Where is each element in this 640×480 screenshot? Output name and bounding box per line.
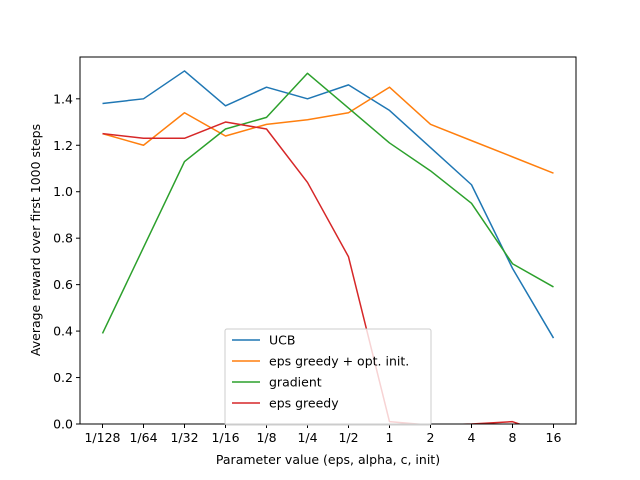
x-tick-label: 16: [546, 430, 562, 445]
y-tick-label: 0.2: [53, 370, 73, 385]
y-axis-label: Average reward over first 1000 steps: [28, 124, 43, 356]
legend-entry-label: eps greedy + opt. init.: [269, 354, 409, 369]
y-tick-label: 1.2: [53, 138, 73, 153]
series-line-gradient: [101, 72, 554, 334]
x-tick-label: 1: [386, 430, 394, 445]
x-tick-label: 4: [468, 430, 476, 445]
y-tick-label: 0.4: [53, 324, 73, 339]
x-tick-label: 2: [427, 430, 435, 445]
y-tick-label: 0.8: [53, 231, 73, 246]
y-tick-label: 0.6: [53, 277, 73, 292]
legend-entry-label: UCB: [269, 333, 295, 348]
series-layer: [101, 70, 555, 424]
legend-entry-label: eps greedy: [269, 396, 339, 411]
series-line-ucb: [102, 70, 555, 339]
x-axis: 1/128 1/64 1/32 1/16 1/8 1/4 1/2 1 2 4 8 16: [84, 424, 561, 445]
legend-entry-label: gradient: [269, 375, 322, 390]
x-tick-label: 1/16: [211, 430, 239, 445]
legend-box: [224, 328, 432, 426]
x-tick-label: 1/32: [170, 430, 198, 445]
x-tick-label: 1/64: [129, 430, 157, 445]
y-tick-label: 0.0: [53, 417, 73, 432]
x-tick-label: 1/128: [84, 430, 120, 445]
series-line-eps-greedy-opt-init-: [102, 86, 554, 174]
x-axis-label: Parameter value (eps, alpha, c, init): [216, 452, 440, 467]
y-axis: 0.0 0.2 0.4 0.6 0.8 1.0 1.2 1.4: [53, 91, 80, 432]
legend: UCB eps greedy + opt. init. gradient eps gr…: [224, 328, 432, 426]
y-tick-label: 1.4: [53, 91, 73, 106]
x-tick-label: 1/8: [256, 430, 276, 445]
x-tick-label: 1/4: [297, 430, 317, 445]
x-tick-label: 1/2: [338, 430, 358, 445]
x-tick-label: 8: [509, 430, 517, 445]
y-tick-label: 1.0: [53, 184, 73, 199]
